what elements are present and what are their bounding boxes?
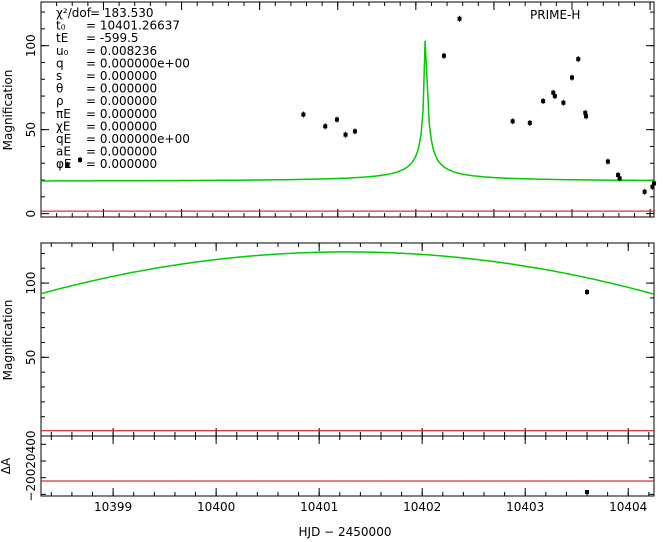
param-label: tE	[56, 31, 68, 45]
param-value: = 0.000000e+00	[86, 56, 190, 70]
top-data-point	[616, 173, 621, 178]
residual-y-axis-label: ΔA	[0, 457, 13, 474]
middle-data-point	[585, 289, 590, 294]
param-value: = 0.000000	[86, 119, 157, 133]
residual-panel-frame	[40, 435, 655, 497]
top-axis-ticks: 0 50 100	[24, 2, 654, 217]
top-data-point	[617, 176, 622, 181]
residual-data-point	[585, 490, 590, 494]
middle-y-tick-label: 100	[24, 272, 38, 295]
residual-x-tick-label: 10404	[609, 500, 647, 514]
param-value: = 0.000000	[86, 145, 157, 159]
param-value: = -599.5	[86, 31, 139, 45]
residual-x-tick-label: 10403	[506, 500, 544, 514]
param-label: aE	[56, 145, 71, 159]
param-value: = 0.000000	[86, 69, 157, 83]
param-label: s	[56, 69, 62, 83]
param-label: χE	[56, 119, 71, 133]
top-model-curve	[41, 40, 655, 182]
residual-x-tick-label: 10400	[197, 500, 235, 514]
param-label: χ²/dof	[56, 6, 92, 20]
param-value: = 0.000000	[86, 107, 157, 121]
top-data-point	[457, 16, 462, 21]
fit-parameters: χ²/dof = 183.530 t₀ = 10401.26637 tE = -599.5…	[56, 6, 190, 171]
top-y-axis-label: Magnification	[1, 70, 15, 151]
param-label: θ	[56, 82, 63, 96]
residual-x-tick-label: 10399	[94, 500, 132, 514]
param-value: = 183.530	[90, 6, 154, 20]
top-data-point	[551, 90, 556, 95]
top-data-point	[78, 157, 83, 162]
residual-data-points	[585, 490, 590, 494]
residual-x-tick-label: 10401	[300, 500, 338, 514]
top-data-point	[527, 120, 532, 125]
top-data-point	[605, 159, 610, 164]
param-value: = 0.000000e+00	[86, 132, 190, 146]
top-panel-frame	[40, 1, 655, 218]
middle-y-axis-label: Magnification	[1, 300, 15, 381]
top-data-point	[576, 57, 581, 62]
panel-title: PRIME-H	[530, 8, 580, 22]
top-y-tick-label: 50	[24, 122, 38, 137]
top-data-point	[642, 189, 647, 194]
param-value: = 0.000000	[86, 82, 157, 96]
top-data-point	[334, 117, 339, 122]
param-value: = 0.000000	[86, 94, 157, 108]
top-data-point	[570, 75, 575, 80]
param-label: ρ	[56, 94, 64, 108]
residual-y-tick-labels: −20020400	[24, 430, 38, 501]
middle-axis-ticks: 50 100	[24, 243, 654, 436]
top-data-point	[323, 124, 328, 129]
top-data-point	[552, 94, 557, 99]
x-axis-label: HJD − 2450000	[299, 525, 392, 539]
top-y-tick-label: 100	[24, 34, 38, 57]
middle-model-line	[40, 251, 655, 295]
top-data-point	[650, 184, 655, 189]
param-label: πE	[56, 107, 71, 121]
top-data-point	[541, 99, 546, 104]
param-value: = 0.008236	[86, 44, 157, 58]
param-label: t₀	[56, 19, 66, 33]
param-label: φE	[56, 157, 72, 171]
top-data-point	[583, 110, 588, 115]
top-data-point	[65, 162, 70, 167]
top-data-point	[343, 132, 348, 137]
top-data-point	[510, 119, 515, 124]
top-model-line	[41, 40, 655, 182]
top-data-point	[301, 112, 306, 117]
param-label: u₀	[56, 44, 69, 58]
top-data-point	[352, 129, 357, 134]
param-label: qE	[56, 132, 71, 146]
top-data-point	[652, 181, 656, 186]
top-data-point	[561, 100, 566, 105]
param-value: = 0.000000	[86, 157, 157, 171]
top-data-point	[441, 53, 446, 58]
middle-y-tick-label: 50	[24, 350, 38, 365]
top-y-tick-label: 0	[24, 210, 38, 218]
residual-x-tick-label: 10402	[403, 500, 441, 514]
middle-model-curve	[40, 251, 655, 295]
residual-axis-ticks: 10399 10400 10401 10402 10403 10404 −20020400	[24, 430, 654, 514]
top-data-points	[65, 15, 656, 195]
param-label: q	[56, 56, 64, 70]
top-data-point	[584, 114, 589, 119]
param-value: = 10401.26637	[86, 19, 180, 33]
middle-data-points	[585, 288, 590, 295]
